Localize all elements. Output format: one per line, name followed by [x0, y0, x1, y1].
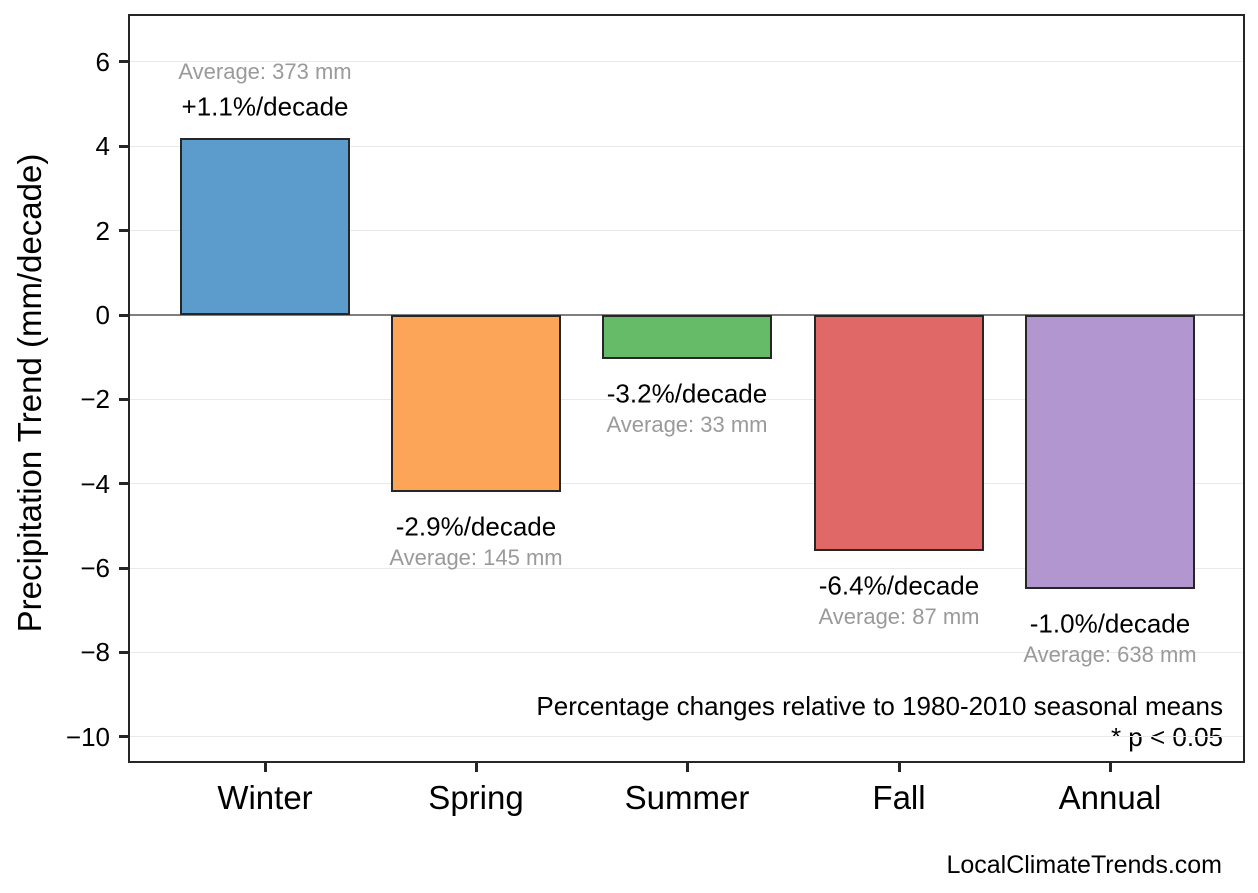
bar-label-pct-annual: -1.0%/decade — [1029, 608, 1191, 639]
x-tick-label-spring: Spring — [428, 779, 524, 816]
grid-line — [130, 483, 1243, 485]
y-tick-label: −6 — [80, 553, 110, 584]
bar-label-avg-spring: Average: 145 mm — [389, 545, 563, 571]
bar-winter — [180, 137, 350, 315]
x-tick-label-winter: Winter — [217, 779, 313, 816]
y-tick-label: 0 — [95, 300, 110, 330]
bar-summer — [602, 315, 772, 360]
x-tick-mark — [1108, 763, 1112, 772]
y-tick-label: 6 — [95, 46, 110, 77]
y-tick-mark — [119, 60, 128, 64]
footnote-line-methodology: Percentage changes relative to 1980-2010… — [536, 691, 1223, 721]
x-tick-label-fall: Fall — [872, 779, 926, 816]
bar-label-pct-summer: -3.2%/decade — [606, 378, 768, 409]
x-tick-label-annual: Annual — [1058, 779, 1162, 816]
bar-label-pct-spring: -2.9%/decade — [395, 511, 557, 542]
x-tick-label-summer: Summer — [624, 779, 750, 816]
bar-label-pct-fall: -6.4%/decade — [818, 570, 980, 601]
y-tick-mark — [119, 482, 128, 486]
y-tick-label: −8 — [80, 637, 110, 668]
grid-line — [130, 230, 1243, 232]
footnote-line-significance: * p < 0.05 — [1110, 722, 1223, 752]
footnote: Percentage changes relative to 1980-2010… — [536, 691, 1223, 753]
y-tick-label: −4 — [80, 468, 110, 499]
y-tick-label: −2 — [80, 384, 110, 415]
x-tick-mark — [685, 763, 689, 772]
bar-label-avg-annual: Average: 638 mm — [1023, 642, 1197, 668]
grid-line — [130, 651, 1243, 653]
x-tick-mark — [474, 763, 478, 772]
y-tick-mark — [119, 650, 128, 654]
y-tick-mark — [119, 566, 128, 570]
y-tick-label: −10 — [65, 721, 110, 752]
x-tick-mark — [897, 763, 901, 772]
y-tick-mark — [119, 229, 128, 233]
grid-line — [130, 398, 1243, 400]
bar-label-pct-winter: +1.1%/decade — [181, 91, 349, 122]
y-tick-label: 2 — [95, 215, 110, 246]
bar-label-avg-winter: Average: 373 mm — [178, 58, 352, 84]
grid-line — [130, 567, 1243, 569]
bar-spring — [391, 315, 561, 493]
y-tick-mark — [119, 397, 128, 401]
grid-line — [130, 61, 1243, 63]
watermark: LocalClimateTrends.com — [946, 851, 1222, 879]
y-tick-label: 4 — [95, 131, 110, 162]
grid-line — [130, 736, 1243, 738]
bar-label-avg-summer: Average: 33 mm — [606, 412, 768, 438]
x-tick-mark — [263, 763, 267, 772]
grid-line — [130, 145, 1243, 147]
plot-area: Percentage changes relative to 1980-2010… — [128, 14, 1245, 763]
y-tick-mark — [119, 735, 128, 739]
y-tick-mark — [119, 144, 128, 148]
bar-fall — [814, 315, 984, 552]
bar-annual — [1025, 315, 1195, 590]
bar-label-avg-fall: Average: 87 mm — [818, 604, 980, 630]
y-tick-mark — [119, 313, 128, 317]
